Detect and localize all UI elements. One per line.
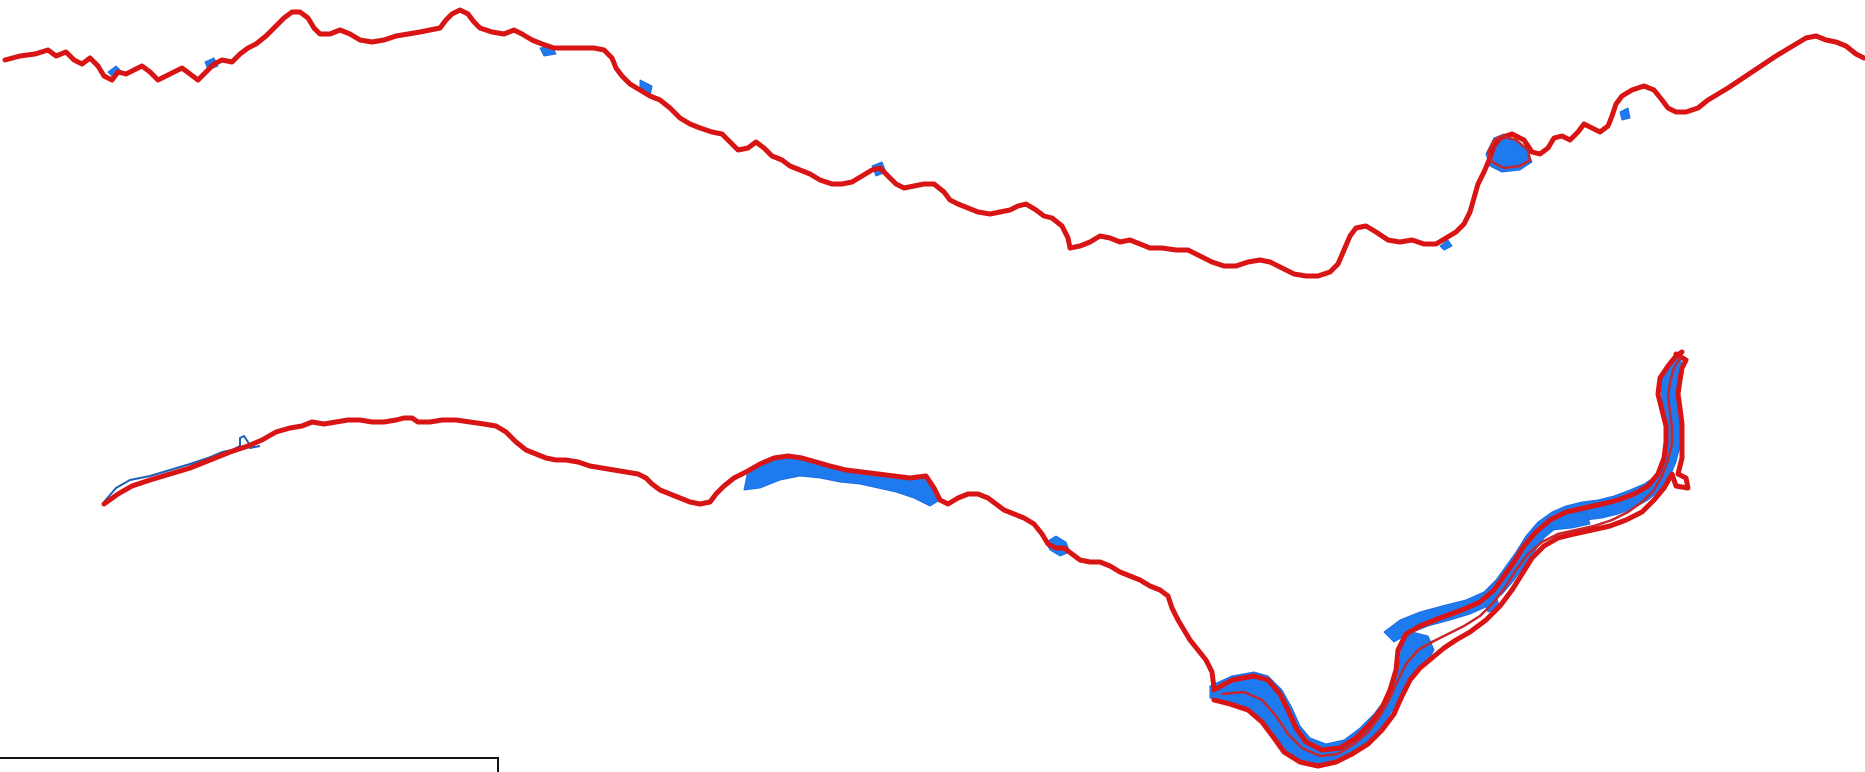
upper-water-patch-6 — [1439, 239, 1453, 251]
lower-water-patch-1 — [743, 455, 941, 507]
lower-channel-fill — [1383, 355, 1683, 643]
upper-reach-boundary — [2, 7, 1865, 279]
inset-frame-border — [0, 757, 499, 772]
upper-water-patch-7 — [1619, 107, 1631, 121]
upper-reach-inner-bank — [1486, 134, 1532, 170]
upper-river-reach — [2, 7, 1865, 279]
lower-reach-south-bank — [1211, 349, 1685, 753]
lower-reach-north-bank — [1211, 351, 1691, 769]
lower-reach-boundary — [101, 415, 1217, 691]
lower-west-tributary — [103, 435, 261, 503]
lower-reach-centerline — [1220, 356, 1682, 758]
lower-river-reach — [101, 349, 1691, 769]
inset-frame — [0, 757, 499, 772]
